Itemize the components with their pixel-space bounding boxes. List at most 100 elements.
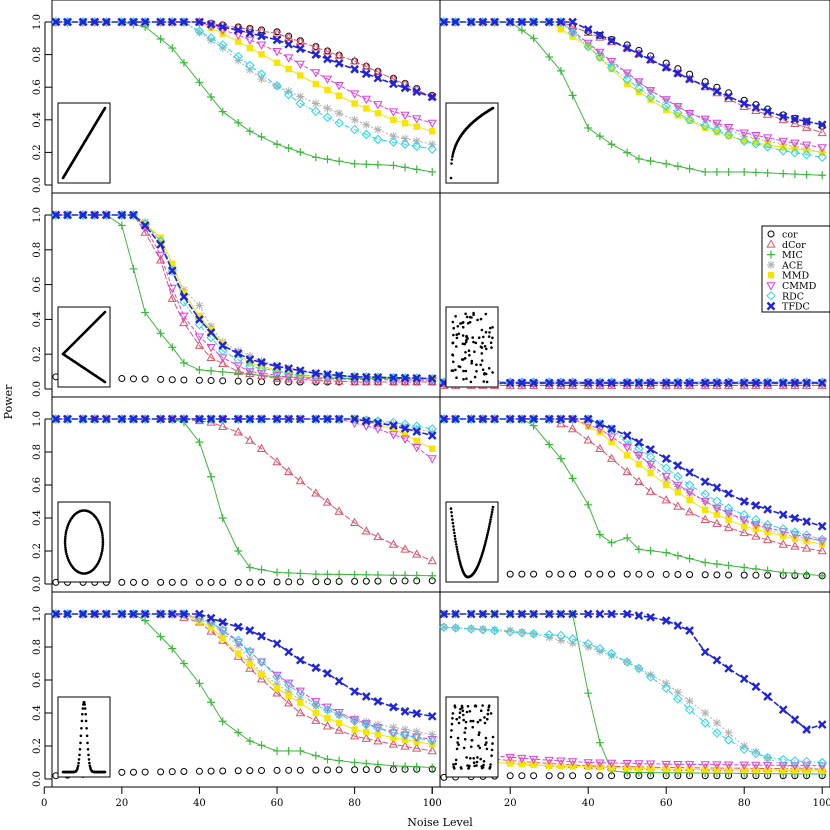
data-point-rdc — [622, 657, 632, 667]
data-point-tfdc — [595, 419, 605, 429]
data-point-cor — [584, 570, 592, 578]
data-point-dcor — [388, 539, 399, 548]
data-point-rdc — [361, 720, 371, 730]
data-point-mic — [323, 570, 332, 579]
inset-point — [479, 757, 483, 761]
data-point-rdc — [295, 688, 306, 699]
data-point-cmmd — [245, 368, 255, 377]
data-point-tfdc — [206, 613, 216, 623]
inset-point — [452, 528, 456, 531]
data-point-tfdc — [218, 341, 228, 350]
data-point-dcor — [595, 443, 605, 452]
y-tick-label: 1.0 — [32, 14, 43, 30]
data-point-dcor — [684, 507, 695, 516]
data-point-cmmd — [673, 103, 683, 112]
inset-point — [463, 737, 467, 741]
data-point-cor — [168, 768, 176, 776]
inset-point — [464, 312, 467, 316]
y-tick-label: 0.4 — [32, 311, 43, 327]
inset-point — [80, 727, 83, 730]
data-point-tfdc — [257, 31, 266, 41]
data-point-cmmd — [739, 129, 749, 138]
data-point-ace — [207, 619, 216, 628]
inset-point — [85, 727, 88, 730]
data-point-tfdc — [568, 378, 577, 388]
data-point-tfdc — [478, 17, 488, 27]
data-point-ace — [296, 92, 305, 101]
data-point-mmd — [413, 437, 420, 444]
data-point-dcor — [295, 707, 305, 717]
data-point-tfdc — [763, 505, 772, 514]
data-point-cmmd — [751, 131, 761, 141]
data-point-ace — [712, 120, 721, 129]
data-point-cor — [180, 578, 188, 586]
data-point-rdc — [762, 752, 773, 763]
data-point-tfdc — [661, 378, 671, 388]
data-point-mic — [545, 52, 554, 61]
inset-point — [453, 767, 456, 770]
data-point-cmmd — [256, 41, 267, 50]
data-point-mmd — [297, 699, 304, 707]
data-point-tfdc — [350, 64, 359, 74]
data-point-rdc — [489, 625, 500, 636]
data-point-ace — [373, 125, 382, 134]
data-point-mic — [401, 762, 410, 771]
inset-point — [472, 340, 475, 344]
inset-frame — [57, 306, 111, 388]
data-point-tfdc — [389, 79, 398, 89]
data-point-tfdc — [51, 609, 61, 619]
data-point-ace — [701, 115, 710, 124]
inset-point — [464, 720, 468, 724]
panel-frame — [439, 0, 830, 194]
data-point-cor — [118, 768, 126, 776]
inset-point — [450, 729, 453, 732]
data-point-mmd — [557, 26, 565, 33]
data-point-cmmd — [272, 48, 282, 57]
inset-point — [459, 707, 462, 711]
data-point-mmd — [324, 86, 331, 94]
inset-point — [482, 380, 486, 383]
data-point-tfdc — [802, 517, 811, 526]
data-point-tfdc — [78, 609, 88, 619]
data-point-cmmd — [622, 760, 632, 769]
data-point-ace — [740, 517, 749, 526]
data-point-mic — [311, 751, 320, 760]
data-point-tfdc — [712, 86, 722, 96]
data-point-tfdc — [311, 50, 321, 59]
data-point-mic — [245, 737, 254, 746]
data-point-mic — [156, 34, 165, 43]
inset-point — [471, 725, 475, 729]
data-point-mmd — [363, 105, 370, 112]
inset-point — [471, 719, 475, 723]
data-point-mmd — [546, 762, 553, 769]
data-point-tfdc — [712, 655, 722, 665]
legend-entry-mic: MIC — [767, 250, 803, 261]
y-tick-label: 1.0 — [32, 411, 43, 427]
inset-point — [454, 368, 457, 372]
data-point-tfdc — [505, 378, 515, 388]
data-point-mic — [234, 728, 243, 737]
data-point-cor — [118, 375, 126, 383]
inset-point — [479, 317, 483, 321]
inset-point — [461, 321, 465, 324]
data-point-tfdc — [179, 609, 189, 619]
data-point-tfdc — [568, 17, 577, 27]
inset-point — [490, 748, 494, 752]
data-point-rdc — [272, 671, 282, 682]
data-point-cor — [506, 570, 514, 578]
data-point-tfdc — [206, 414, 216, 424]
inset-point — [475, 760, 479, 764]
data-point-dcor — [322, 721, 333, 730]
data-point-tfdc — [334, 414, 344, 424]
data-point-cor — [141, 768, 149, 776]
data-point-mic — [373, 570, 382, 579]
data-point-tfdc — [156, 240, 165, 249]
data-point-tfdc — [751, 103, 761, 112]
data-point-mic — [207, 472, 216, 481]
data-point-mic — [218, 717, 227, 726]
data-point-tfdc — [778, 510, 788, 520]
data-point-mic — [779, 568, 788, 577]
data-point-mic — [389, 161, 398, 170]
data-point-cmmd — [595, 759, 605, 768]
inset-point — [64, 530, 68, 534]
